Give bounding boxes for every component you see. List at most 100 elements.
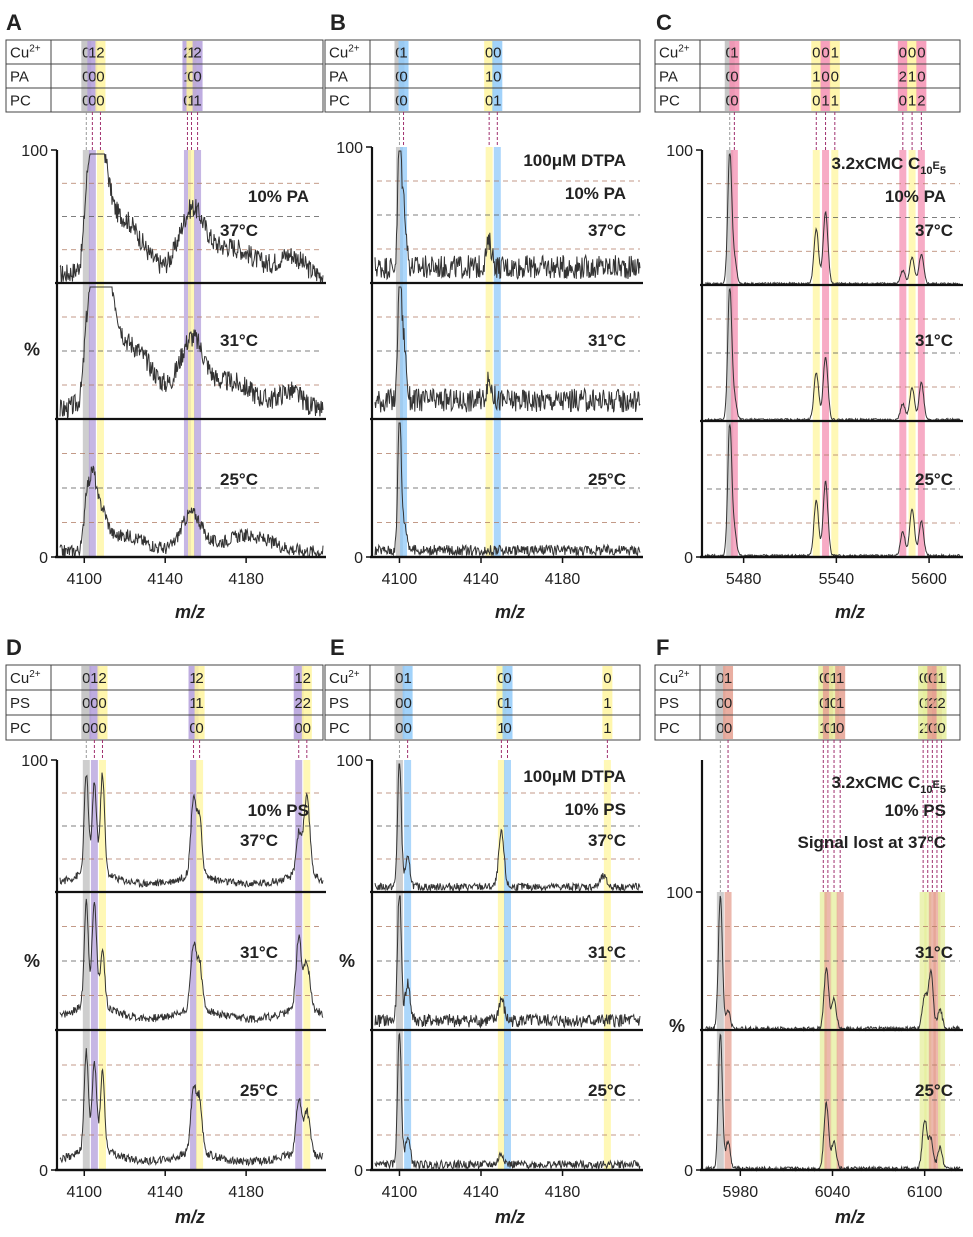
y-tick-label: 0 [354, 550, 363, 567]
table-column-highlight [916, 41, 927, 111]
spectrum-trace [374, 895, 641, 1029]
table-cell-value: 1 [399, 44, 407, 61]
table-border [654, 664, 961, 741]
y-axis-label: % [669, 1016, 685, 1036]
x-axis-label: m/z [835, 1207, 865, 1227]
table-cell-value: 1 [187, 92, 195, 109]
condition-annotation: 10% PA [885, 187, 946, 206]
panel-letter: D [6, 635, 22, 660]
peak-highlight-band [504, 760, 511, 1170]
table-cell-value: 1 [603, 695, 611, 712]
table-cell-value: 0 [90, 695, 98, 712]
peak-highlight-band [395, 760, 403, 1170]
y-axis-label: % [24, 340, 40, 360]
table-cell-value: 1 [937, 670, 945, 687]
table-column-highlight [87, 41, 98, 111]
x-tick-label: 4140 [147, 1184, 183, 1201]
temperature-label: 25°C [915, 470, 953, 489]
table-cell-value: 0 [395, 670, 403, 687]
table-column-highlight [936, 666, 947, 739]
table-cell-value: 0 [899, 92, 907, 109]
table-cell-value: 2 [917, 92, 925, 109]
table-cell-value: 1 [189, 695, 197, 712]
detergent-annotation: 3.2xCMC C10E5 [831, 154, 946, 177]
spectrum-trace [59, 1048, 324, 1167]
composition-table: 000100001010101110002011020111120Cu2+PSP… [654, 664, 961, 741]
table-cell-value: 1 [836, 695, 844, 712]
table-cell-value: 0 [98, 720, 106, 737]
table-row-label: Cu2+ [10, 43, 41, 61]
spectrum-trace [59, 286, 324, 420]
table-row-label: PC [10, 92, 31, 109]
spectrum-trace [59, 898, 324, 1024]
peak-highlight-band [730, 150, 738, 557]
panel-e: E000100001010011Cu2+PSPC37°C31°C25°C100μ… [324, 635, 643, 1227]
table-cell-value: 0 [821, 44, 829, 61]
table-border [324, 664, 641, 741]
table-row-label: PS [329, 695, 349, 712]
table-cell-value: 1 [189, 670, 197, 687]
x-tick-label: 4140 [463, 1184, 499, 1201]
peak-highlight-band [188, 150, 195, 557]
table-cell-value: 0 [187, 68, 195, 85]
table-row-label: PC [10, 720, 31, 737]
table-border [324, 39, 641, 113]
table-cell-value: 1 [830, 720, 838, 737]
table-cell-value: 1 [187, 44, 195, 61]
spectrum-trace [374, 286, 641, 413]
x-tick-label: 6040 [815, 1184, 851, 1201]
x-tick-label: 6100 [907, 1184, 943, 1201]
table-row-label: Cu2+ [659, 43, 690, 61]
peak-highlight-band [90, 760, 98, 1170]
table-column-highlight [811, 41, 822, 111]
peak-highlight-band [395, 147, 403, 557]
table-cell-value: 1 [830, 670, 838, 687]
table-cell-value: 0 [90, 720, 98, 737]
condition-annotation: 10% PA [565, 184, 626, 203]
table-cell-value: 0 [812, 44, 820, 61]
table-cell-value: 0 [497, 695, 505, 712]
condition-annotation: 100μM DTPA [523, 151, 626, 170]
table-cell-value: 1 [831, 92, 839, 109]
table-column-highlight [496, 666, 507, 739]
peak-highlight-band [917, 150, 925, 557]
table-cell-value: 1 [908, 92, 916, 109]
y-tick-label: 100 [336, 753, 363, 770]
table-cell-value: 0 [88, 68, 96, 85]
table-cell-value: 1 [836, 670, 844, 687]
panel-letter: A [6, 10, 22, 35]
panel-f: F000100001010101110002011020111120Cu2+PS… [654, 635, 963, 1227]
peak-highlight-band [98, 760, 106, 1170]
table-row-label: PA [10, 68, 29, 85]
y-tick-label: 0 [684, 1163, 693, 1180]
condition-annotation: 100μM DTPA [523, 767, 626, 786]
x-tick-label: 4180 [545, 571, 581, 588]
table-column-highlight [820, 41, 831, 111]
table-cell-value: 2 [303, 695, 311, 712]
table-cell-value: 0 [812, 92, 820, 109]
table-cell-value: 0 [503, 720, 511, 737]
table-column-highlight [192, 41, 203, 111]
table-cell-value: 0 [395, 695, 403, 712]
table-cell-value: 0 [189, 720, 197, 737]
table-cell-value: 0 [403, 695, 411, 712]
peak-highlight-band [726, 150, 734, 557]
table-cell-value: 0 [899, 44, 907, 61]
y-tick-label: 100 [21, 753, 48, 770]
y-tick-label: 100 [666, 885, 693, 902]
temperature-label: 37°C [588, 831, 626, 850]
table-cell-value: 0 [716, 720, 724, 737]
table-column-highlight [829, 41, 840, 111]
temperature-label: 37°C [220, 221, 258, 240]
x-tick-label: 4140 [463, 571, 499, 588]
table-row-label: PC [329, 720, 350, 737]
temperature-label: 31°C [588, 331, 626, 350]
table-cell-value: 2 [96, 44, 104, 61]
y-axis-label: % [24, 951, 40, 971]
